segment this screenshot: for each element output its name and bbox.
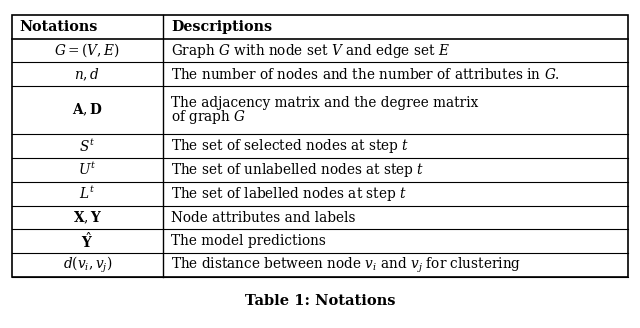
Text: $G = (V, E)$: $G = (V, E)$ bbox=[54, 42, 120, 59]
Text: $L^t$: $L^t$ bbox=[79, 185, 95, 202]
Bar bbox=[12, 15, 628, 277]
Text: Table 1: Notations: Table 1: Notations bbox=[244, 294, 396, 308]
Text: $\mathbf{A}, \mathbf{D}$: $\mathbf{A}, \mathbf{D}$ bbox=[72, 102, 103, 118]
Text: The distance between node $v_i$ and $v_j$ for clustering: The distance between node $v_i$ and $v_j… bbox=[171, 256, 521, 275]
Text: The set of unlabelled nodes at step $t$: The set of unlabelled nodes at step $t$ bbox=[171, 161, 424, 179]
Text: The model predictions: The model predictions bbox=[171, 235, 326, 248]
Text: of graph $G$: of graph $G$ bbox=[171, 108, 246, 126]
Text: Descriptions: Descriptions bbox=[171, 20, 272, 34]
Text: Node attributes and labels: Node attributes and labels bbox=[171, 211, 355, 225]
Text: $n, d$: $n, d$ bbox=[74, 66, 100, 83]
Text: $\mathbf{X}, \mathbf{Y}$: $\mathbf{X}, \mathbf{Y}$ bbox=[73, 209, 102, 226]
Text: The set of labelled nodes at step $t$: The set of labelled nodes at step $t$ bbox=[171, 185, 407, 203]
Text: The set of selected nodes at step $t$: The set of selected nodes at step $t$ bbox=[171, 137, 410, 155]
Text: Graph $G$ with node set $V$ and edge set $E$: Graph $G$ with node set $V$ and edge set… bbox=[171, 42, 450, 60]
Text: $S^t$: $S^t$ bbox=[79, 137, 95, 154]
Text: $d(v_i, v_j)$: $d(v_i, v_j)$ bbox=[63, 255, 112, 276]
Text: The adjacency matrix and the degree matrix: The adjacency matrix and the degree matr… bbox=[171, 96, 478, 110]
Text: Notations: Notations bbox=[19, 20, 97, 34]
Text: $\hat{\mathbf{Y}}$: $\hat{\mathbf{Y}}$ bbox=[81, 232, 93, 251]
Text: The number of nodes and the number of attributes in $G$.: The number of nodes and the number of at… bbox=[171, 67, 560, 82]
Text: $U^t$: $U^t$ bbox=[78, 161, 97, 178]
